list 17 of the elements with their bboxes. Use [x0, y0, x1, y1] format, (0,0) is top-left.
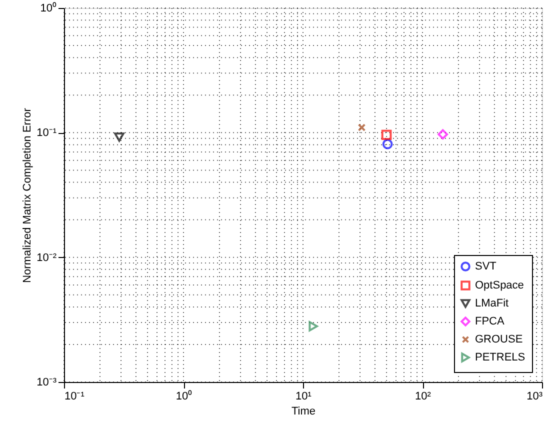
legend-label: OptSpace: [475, 280, 524, 292]
x-tick-label: 10²: [415, 390, 432, 402]
legend-label: FPCA: [475, 316, 505, 328]
y-tick-label: 10⁻¹: [36, 127, 57, 140]
x-tick-label: 10⁻¹: [64, 390, 85, 402]
x-axis-title: Time: [291, 406, 316, 418]
y-tick-label: 10⁰: [40, 2, 56, 14]
y-tick-label: 10⁻²: [36, 252, 57, 264]
x-tick-label: 10¹: [296, 390, 312, 402]
y-tick-label: 10⁻³: [36, 376, 57, 388]
x-tick-label: 10³: [526, 390, 543, 402]
legend-label: LMaFit: [475, 298, 509, 310]
legend-label: SVT: [475, 260, 497, 272]
legend-label: GROUSE: [475, 334, 523, 346]
y-axis-title: Normalized Matrix Completion Error: [22, 108, 34, 283]
x-tick-label: 10⁰: [176, 390, 192, 402]
legend-label: PETRELS: [475, 352, 526, 364]
